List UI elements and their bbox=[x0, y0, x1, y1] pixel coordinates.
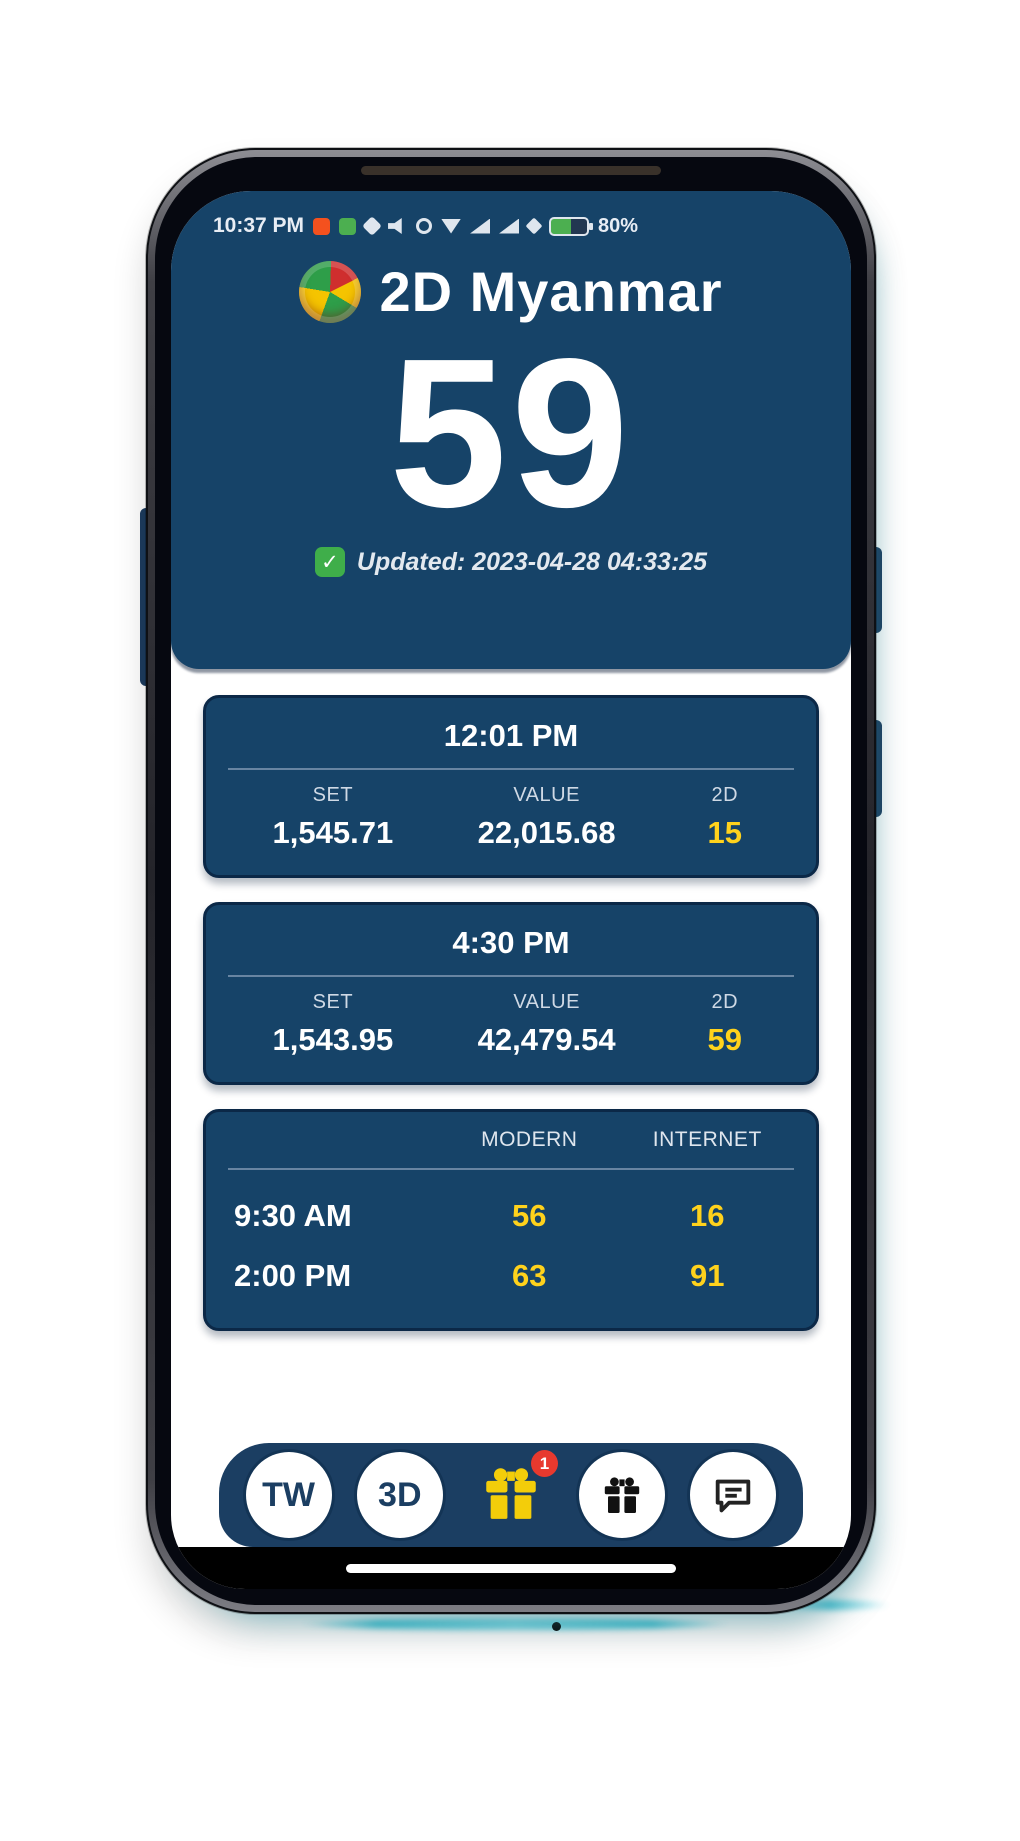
set-label: SET bbox=[312, 991, 354, 1013]
updated-timestamp: Updated: 2023-04-28 04:33:25 bbox=[356, 547, 708, 576]
phone-bezel: 10:37 PM 80% bbox=[155, 157, 867, 1605]
gift-icon bbox=[478, 1460, 544, 1531]
value-value: 22,015.68 bbox=[477, 815, 616, 850]
nav-3d-button[interactable]: 3D bbox=[356, 1452, 443, 1538]
chat-icon bbox=[710, 1472, 756, 1518]
notification-app-icon-green bbox=[339, 217, 357, 235]
modern-header: MODERN bbox=[481, 1128, 578, 1151]
nav-tw-label: TW bbox=[262, 1475, 316, 1514]
app-title: 2D Myanmar bbox=[379, 260, 723, 323]
reflection-dot bbox=[552, 1622, 561, 1631]
title-row: 2D Myanmar bbox=[171, 259, 851, 324]
battery-icon bbox=[549, 216, 594, 236]
app-header: 10:37 PM 80% bbox=[171, 191, 851, 669]
nav-chat-button[interactable] bbox=[690, 1452, 777, 1538]
modern-value: 56 bbox=[512, 1198, 547, 1233]
volume-icon bbox=[388, 218, 402, 234]
signal-icon bbox=[470, 218, 491, 234]
modern-internet-grid: MODERN INTERNET 9:30 AM 56 16 2:00 PM 63… bbox=[228, 1128, 794, 1304]
nav-tw-button[interactable]: TW bbox=[245, 1452, 332, 1538]
2d-label: 2D bbox=[711, 784, 739, 806]
status-bar: 10:37 PM 80% bbox=[171, 209, 851, 243]
internet-header: INTERNET bbox=[652, 1128, 762, 1151]
phone-frame: 10:37 PM 80% bbox=[146, 148, 876, 1614]
battery-percent: 80% bbox=[598, 214, 639, 237]
screen-chin bbox=[171, 1547, 851, 1589]
card-grid: SET VALUE 2D 1,545.71 22,015.68 15 bbox=[206, 770, 816, 875]
notification-app-icon-orange bbox=[313, 217, 331, 235]
row-time: 9:30 AM bbox=[234, 1198, 352, 1233]
phone-frame-edge: 10:37 PM 80% bbox=[148, 150, 874, 1612]
earpiece-speaker bbox=[361, 166, 661, 175]
divider bbox=[228, 1168, 794, 1170]
value-label: VALUE bbox=[513, 991, 580, 1013]
gift-icon bbox=[598, 1471, 646, 1519]
bluetooth-icon bbox=[362, 216, 382, 236]
2d-value: 15 bbox=[707, 815, 742, 850]
updated-row: ✓ Updated: 2023-04-28 04:33:25 bbox=[171, 547, 851, 578]
row-time: 2:00 PM bbox=[234, 1258, 352, 1293]
bottom-nav-bar: TW 3D bbox=[219, 1443, 803, 1547]
internet-value: 91 bbox=[690, 1258, 725, 1293]
2d-value: 59 bbox=[707, 1022, 742, 1057]
table-reflection bbox=[300, 1618, 730, 1630]
modern-value: 63 bbox=[512, 1258, 547, 1293]
modern-internet-card: MODERN INTERNET 9:30 AM 56 16 2:00 PM 63… bbox=[203, 1109, 819, 1331]
set-value: 1,545.71 bbox=[272, 815, 394, 850]
card-time: 4:30 PM bbox=[452, 925, 570, 960]
card-time: 12:01 PM bbox=[443, 718, 579, 753]
table-reflection-right bbox=[770, 1600, 890, 1610]
wifi-icon bbox=[441, 218, 462, 234]
app-logo-icon bbox=[299, 260, 362, 323]
nav-promo-gift-button[interactable]: 1 bbox=[468, 1450, 558, 1538]
divider bbox=[228, 768, 794, 770]
internet-value: 16 bbox=[690, 1198, 725, 1233]
result-card-1201pm: 12:01 PM SET VALUE 2D 1,545.71 22,015.68… bbox=[203, 695, 819, 878]
live-2d-number: 59 bbox=[389, 314, 633, 551]
content-area: 12:01 PM SET VALUE 2D 1,545.71 22,015.68… bbox=[171, 669, 851, 1547]
divider bbox=[228, 975, 794, 977]
card-grid: SET VALUE 2D 1,543.95 42,479.54 59 bbox=[206, 977, 816, 1082]
notification-badge: 1 bbox=[530, 1450, 558, 1477]
check-icon: ✓ bbox=[314, 547, 345, 578]
app-screen: 10:37 PM 80% bbox=[171, 191, 851, 1589]
set-value: 1,543.95 bbox=[272, 1022, 394, 1057]
value-value: 42,479.54 bbox=[477, 1022, 616, 1057]
nav-gift-button[interactable] bbox=[579, 1452, 666, 1538]
signal-icon-2 bbox=[499, 218, 520, 234]
gesture-handle[interactable] bbox=[346, 1563, 676, 1573]
result-card-430pm: 4:30 PM SET VALUE 2D 1,543.95 42,479.54 … bbox=[203, 902, 819, 1085]
alarm-icon bbox=[416, 218, 433, 234]
value-label: VALUE bbox=[513, 784, 580, 806]
phone-mockup: 10:37 PM 80% bbox=[140, 148, 882, 1614]
nav-3d-label: 3D bbox=[378, 1475, 422, 1514]
set-label: SET bbox=[312, 784, 354, 806]
vpn-icon bbox=[525, 217, 543, 235]
2d-label: 2D bbox=[711, 991, 739, 1013]
status-time: 10:37 PM bbox=[213, 214, 305, 237]
